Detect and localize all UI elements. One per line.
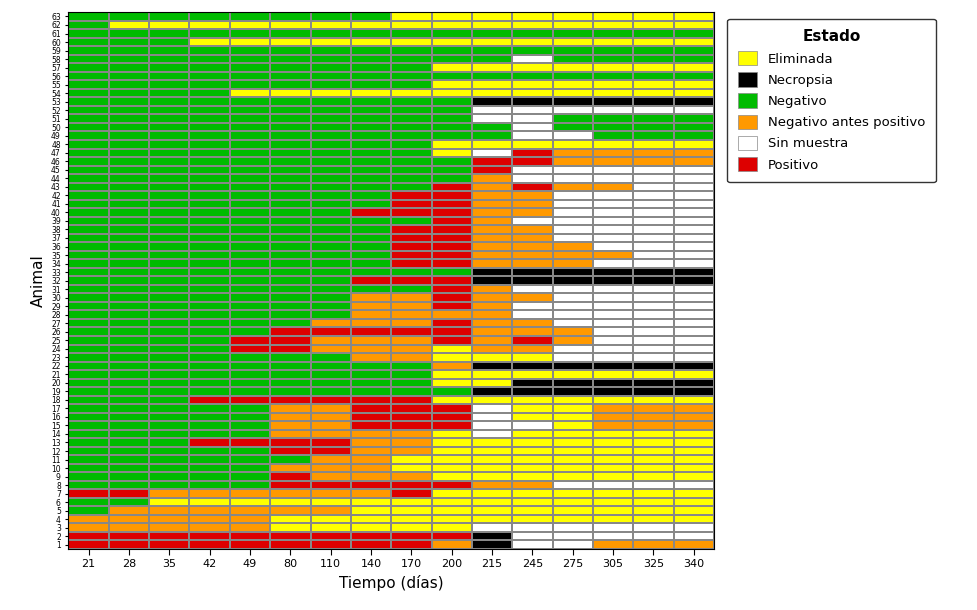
Y-axis label: Animal: Animal — [30, 254, 46, 307]
Legend: Eliminada, Necropsia, Negativo, Negativo antes positivo, Sin muestra, Positivo: Eliminada, Necropsia, Negativo, Negativo… — [726, 19, 935, 182]
X-axis label: Tiempo (días): Tiempo (días) — [339, 575, 443, 591]
